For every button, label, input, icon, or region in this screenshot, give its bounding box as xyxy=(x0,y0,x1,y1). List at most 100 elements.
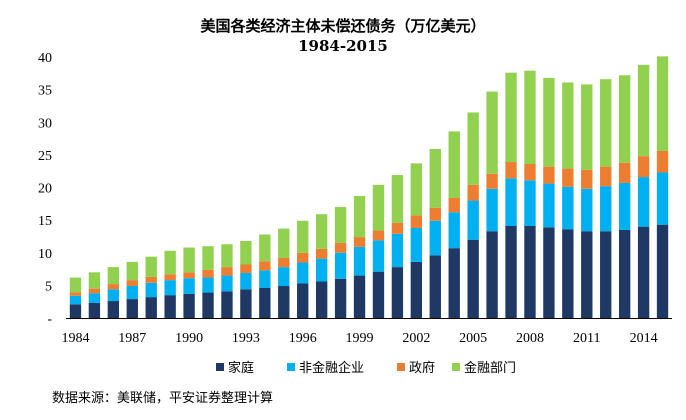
bar-segment-3 xyxy=(334,242,347,253)
bar-segment-4 xyxy=(353,195,366,238)
bar-segment-4 xyxy=(505,72,517,163)
bar-segment-4 xyxy=(656,56,669,151)
bar-segment-4 xyxy=(164,250,176,275)
bar-segment-3 xyxy=(183,272,195,279)
x-tick-label: 2005 xyxy=(459,331,487,346)
bar-segment-3 xyxy=(448,197,460,213)
bar-segment-4 xyxy=(88,272,101,289)
bar-segment-2 xyxy=(221,275,233,292)
bar-segment-2 xyxy=(600,186,612,232)
bar-segment-1 xyxy=(88,302,101,318)
legend-swatch xyxy=(397,363,405,371)
bar-segment-1 xyxy=(353,275,366,318)
legend-label: 家庭 xyxy=(228,360,254,376)
bar-segment-1 xyxy=(618,229,631,318)
bar-segment-1 xyxy=(656,224,669,318)
bar-segment-3 xyxy=(297,252,309,263)
bar-segment-3 xyxy=(486,173,498,189)
bar-segment-4 xyxy=(562,82,574,169)
bar-segment-3 xyxy=(600,166,612,187)
bar-segment-1 xyxy=(467,239,479,318)
bar-segment-3 xyxy=(240,264,252,273)
bar-segment-4 xyxy=(429,149,441,208)
bar-segment-2 xyxy=(278,267,290,287)
y-tick-label: 5 xyxy=(45,279,52,294)
bar-segment-2 xyxy=(240,272,252,290)
bar-segment-2 xyxy=(202,277,214,293)
y-tick-label: 15 xyxy=(38,214,52,229)
bar-segment-4 xyxy=(486,91,498,174)
bar-segment-2 xyxy=(448,212,460,249)
bar-segment-3 xyxy=(543,166,555,184)
bar-segment-4 xyxy=(334,207,347,243)
bar-segment-3 xyxy=(391,222,404,234)
x-tick-label: 1987 xyxy=(118,331,146,346)
bar-segment-3 xyxy=(372,230,385,241)
bar-segment-3 xyxy=(637,156,650,178)
bar-segment-3 xyxy=(353,237,366,247)
y-axis: - 5 10 15 20 25 30 35 40 xyxy=(38,51,52,327)
bar-segment-2 xyxy=(372,240,385,272)
bar-segment-1 xyxy=(240,289,252,318)
bar-segment-3 xyxy=(202,269,214,278)
bar-segment-1 xyxy=(221,291,233,318)
bar-segment-1 xyxy=(297,283,309,318)
bar-segment-3 xyxy=(505,162,517,179)
bar-segment-4 xyxy=(618,75,631,163)
bar-segment-1 xyxy=(315,281,328,318)
bar-segment-4 xyxy=(69,277,82,293)
bar-segment-1 xyxy=(278,286,290,318)
x-tick-label: 2008 xyxy=(516,331,544,346)
bar-segment-1 xyxy=(543,227,555,318)
chart-subtitle: 1984-2015 xyxy=(298,37,388,55)
bar-segment-4 xyxy=(278,228,290,258)
bar-segment-3 xyxy=(107,284,120,290)
x-tick-label: 1990 xyxy=(175,331,203,346)
bar-segment-4 xyxy=(145,256,157,277)
y-tick-label: 20 xyxy=(38,182,52,197)
y-tick-label: 10 xyxy=(38,247,52,262)
bar-segment-4 xyxy=(600,79,612,167)
bar-segment-1 xyxy=(372,271,385,318)
bar-segment-1 xyxy=(505,226,517,318)
bar-segment-1 xyxy=(164,295,176,318)
bar-segment-1 xyxy=(581,231,593,318)
bar-segment-3 xyxy=(69,292,82,296)
bar-segment-3 xyxy=(581,169,593,189)
bar-segment-1 xyxy=(259,287,271,318)
legend-swatch xyxy=(216,363,224,371)
bar-segment-4 xyxy=(202,246,214,270)
bar-segment-2 xyxy=(410,227,423,262)
x-tick-label: 1996 xyxy=(289,331,317,346)
legend-label: 金融部门 xyxy=(464,360,516,376)
bar-segment-3 xyxy=(524,164,536,181)
legend-swatch xyxy=(452,363,460,371)
bar-segment-3 xyxy=(126,280,138,287)
bar-segment-3 xyxy=(88,288,101,294)
bar-segment-4 xyxy=(410,163,423,216)
bar-segment-2 xyxy=(297,262,309,284)
bar-segment-1 xyxy=(562,229,574,318)
source-note: 数据来源：美联储，平安证券整理计算 xyxy=(52,390,273,406)
bar-segment-2 xyxy=(581,188,593,232)
bar-segment-4 xyxy=(297,220,309,253)
bar-segment-4 xyxy=(543,77,555,167)
bar-segment-4 xyxy=(372,184,385,231)
x-tick-label: 1999 xyxy=(346,331,374,346)
x-tick-label: 2011 xyxy=(573,331,600,346)
bars xyxy=(69,56,669,318)
x-tick-label: 1993 xyxy=(232,331,260,346)
y-tick-label: 35 xyxy=(38,84,52,99)
bar-segment-1 xyxy=(429,255,441,318)
bar-segment-2 xyxy=(88,293,101,303)
bar-segment-3 xyxy=(145,276,157,283)
bar-segment-4 xyxy=(448,131,460,198)
bar-segment-2 xyxy=(145,282,157,298)
bar-segment-2 xyxy=(315,258,328,282)
bar-segment-1 xyxy=(183,293,195,318)
bar-segment-2 xyxy=(505,178,517,226)
bar-segment-3 xyxy=(259,261,271,271)
bar-segment-3 xyxy=(221,267,233,276)
bar-segment-3 xyxy=(278,257,290,268)
bar-segment-1 xyxy=(637,226,650,318)
